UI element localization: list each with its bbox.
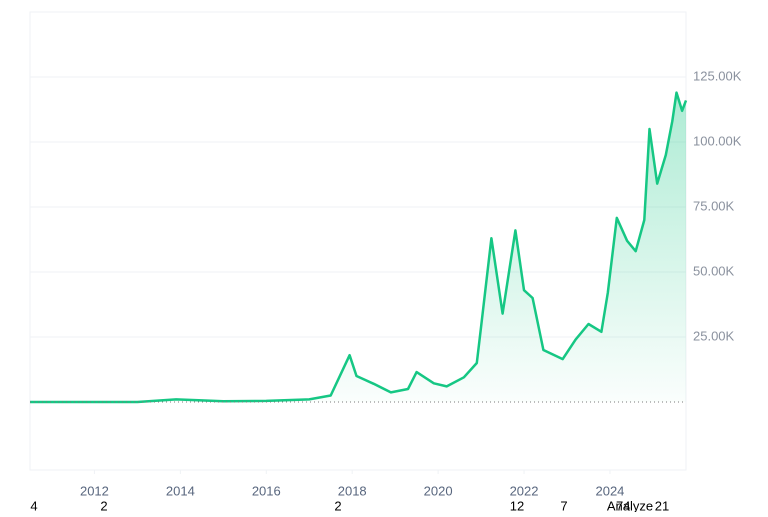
footer-item: 74 (616, 498, 630, 512)
y-tick-label: 25.00K (693, 328, 735, 343)
x-tick-label: 2020 (424, 483, 453, 498)
y-tick-label: 50.00K (693, 263, 735, 278)
price-line (30, 91, 688, 404)
x-tick-label: 2018 (338, 483, 367, 498)
footer-item: 2 (100, 498, 107, 512)
x-tick-label: 2022 (510, 483, 539, 498)
x-tick-label: 2014 (166, 483, 195, 498)
footer-item: 4 (30, 498, 37, 512)
y-tick-label: 125.00K (693, 68, 742, 83)
x-tick-label: 2016 (252, 483, 281, 498)
footer-item: Analyze (607, 498, 653, 512)
footer-item: 7 (560, 498, 567, 512)
area-fill (30, 92, 686, 402)
x-tick-label: 2024 (595, 483, 624, 498)
y-tick-label: 100.00K (693, 133, 742, 148)
footer-item: 21 (655, 498, 669, 512)
x-tick-label: 2012 (80, 483, 109, 498)
footer-item: 2 (334, 498, 341, 512)
y-tick-label: 75.00K (693, 198, 735, 213)
footer-item: 12 (510, 498, 524, 512)
